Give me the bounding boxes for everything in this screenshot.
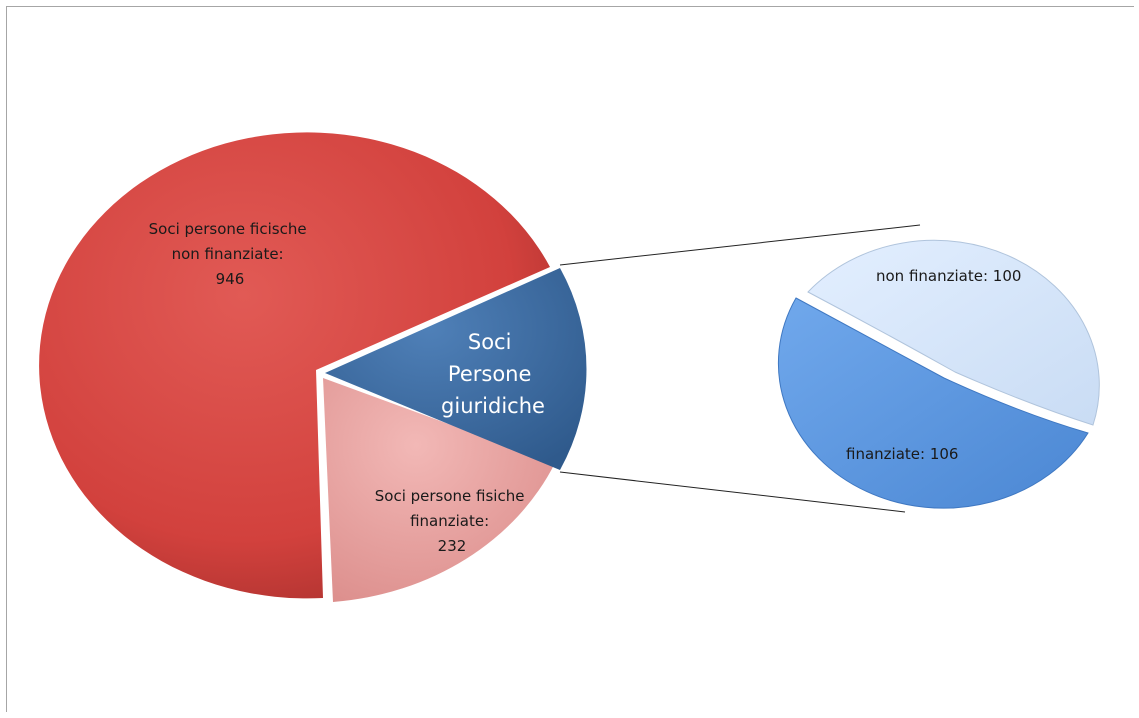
chart-frame: [6, 6, 1134, 712]
red-label-line1: Soci persone ficische: [149, 220, 307, 238]
small-label-finanziate: finanziate: 106: [846, 445, 958, 463]
red-label-value: 946: [216, 270, 245, 288]
small-slice-finanziate: [777, 297, 1089, 509]
pink-label-line1: Soci persone fisiche: [375, 487, 525, 505]
blue-label-line1: Soci: [468, 330, 512, 354]
connector-line-top: [559, 224, 921, 266]
blue-label-line3: giuridiche: [441, 394, 545, 418]
small-slice-non-finanziate: [807, 239, 1100, 426]
pink-label-line2: finanziate:: [410, 512, 489, 530]
svg-text:Soci persone fisiche finan: Soci persone fisiche finanziate: 232: [375, 487, 530, 555]
svg-text:Soci persone ficische non: Soci persone ficische non finanziate: 94…: [149, 220, 312, 288]
connector-line-bottom: [559, 471, 906, 513]
blue-label-line2: Persone: [448, 362, 532, 386]
slice-red-non-finanziate: [39, 132, 550, 599]
small-label-non-finanziate: non finanziate: 100: [876, 267, 1021, 285]
pink-label-value: 232: [438, 537, 467, 555]
slice-pink-finanziate: [323, 378, 555, 602]
svg-text:Soci Persone giuridich: Soci Persone giuridiche: [441, 330, 545, 418]
slice-blue-giuridiche: [325, 268, 587, 470]
red-label-line2: non finanziate:: [172, 245, 284, 263]
